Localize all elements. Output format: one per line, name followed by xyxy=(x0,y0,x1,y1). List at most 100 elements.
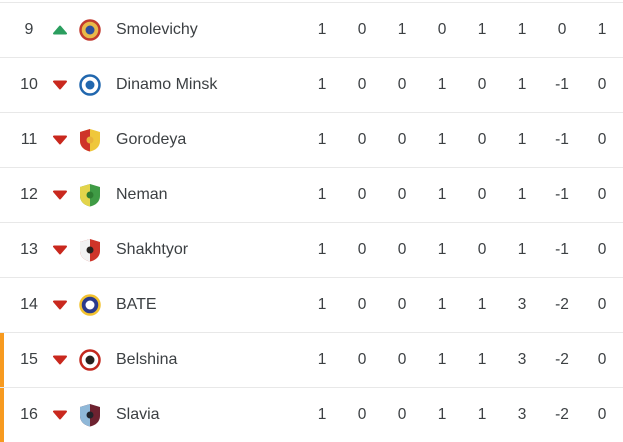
stat-value: 1 xyxy=(517,21,527,38)
stat-value: 1 xyxy=(317,186,327,203)
stat-value: 0 xyxy=(597,131,607,148)
stat-value: 1 xyxy=(517,131,527,148)
stat-value: -1 xyxy=(555,241,569,258)
team-name: BATE xyxy=(116,296,157,313)
stat-value: -1 xyxy=(555,76,569,93)
stat-value: 0 xyxy=(397,76,407,93)
stat-value: 1 xyxy=(517,186,527,203)
stat-value: 0 xyxy=(397,241,407,258)
stat-value: 0 xyxy=(437,21,447,38)
stat-value: 0 xyxy=(357,186,367,203)
rank: 12 xyxy=(20,186,38,203)
team-name: Smolevichy xyxy=(116,21,198,38)
stat-value: 1 xyxy=(437,406,447,423)
stat-value: 3 xyxy=(517,351,527,368)
stat-value: -1 xyxy=(555,186,569,203)
gorodeya-crest-icon xyxy=(72,128,108,152)
stat-value: 0 xyxy=(477,76,487,93)
stat-value: 0 xyxy=(357,241,367,258)
table-row[interactable]: 10 Dinamo Minsk 1 0 0 1 0 1 -1 0 xyxy=(0,57,623,112)
neman-crest-icon xyxy=(72,183,108,207)
table-row[interactable]: 14 BATE 1 0 0 1 1 3 -2 0 xyxy=(0,277,623,332)
stat-value: 0 xyxy=(477,131,487,148)
rank: 11 xyxy=(20,131,38,148)
stat-value: 0 xyxy=(557,21,567,38)
stat-value: 0 xyxy=(477,186,487,203)
stat-value: 1 xyxy=(597,21,607,38)
stat-value: 1 xyxy=(317,406,327,423)
rank-down-icon xyxy=(48,410,72,420)
stat-value: -2 xyxy=(555,406,569,423)
stat-value: 1 xyxy=(397,21,407,38)
stat-value: 0 xyxy=(397,296,407,313)
stat-value: 0 xyxy=(397,351,407,368)
stat-value: 1 xyxy=(317,76,327,93)
table-row[interactable]: 9 Smolevichy 1 0 1 0 1 1 0 1 xyxy=(0,2,623,57)
stat-value: 0 xyxy=(397,186,407,203)
stat-value: 0 xyxy=(597,406,607,423)
table-row[interactable]: 13 Shakhtyor 1 0 0 1 0 1 -1 0 xyxy=(0,222,623,277)
shakhtyor-crest-icon xyxy=(72,238,108,262)
stat-value: 1 xyxy=(437,296,447,313)
stat-value: 1 xyxy=(437,131,447,148)
table-row[interactable]: 11 Gorodeya 1 0 0 1 0 1 -1 0 xyxy=(0,112,623,167)
bate-crest-icon xyxy=(72,293,108,317)
rank: 16 xyxy=(20,406,38,423)
dinamo-minsk-crest-icon xyxy=(72,73,108,97)
stat-value: 0 xyxy=(597,351,607,368)
stat-value: 1 xyxy=(517,241,527,258)
rank: 14 xyxy=(20,296,38,313)
stat-value: 0 xyxy=(597,296,607,313)
stat-value: 0 xyxy=(357,406,367,423)
stat-value: 0 xyxy=(597,186,607,203)
rank-up-icon xyxy=(48,25,72,35)
stat-value: 0 xyxy=(357,296,367,313)
rank: 9 xyxy=(24,21,34,38)
belshina-crest-icon xyxy=(72,348,108,372)
stat-value: 0 xyxy=(357,351,367,368)
stat-value: 1 xyxy=(317,21,327,38)
rank: 10 xyxy=(20,76,38,93)
stat-value: 1 xyxy=(317,296,327,313)
rank-down-icon xyxy=(48,245,72,255)
table-row[interactable]: 12 Neman 1 0 0 1 0 1 -1 0 xyxy=(0,167,623,222)
team-name: Belshina xyxy=(116,351,178,368)
team-name: Slavia xyxy=(116,406,160,423)
stat-value: 0 xyxy=(357,131,367,148)
team-name: Dinamo Minsk xyxy=(116,76,218,93)
stat-value: 1 xyxy=(317,241,327,258)
stat-value: 1 xyxy=(437,186,447,203)
team-name: Gorodeya xyxy=(116,131,187,148)
stat-value: 0 xyxy=(397,131,407,148)
rank: 15 xyxy=(20,351,38,368)
rank-down-icon xyxy=(48,80,72,90)
stat-value: 0 xyxy=(597,241,607,258)
stat-value: 1 xyxy=(477,21,487,38)
stat-value: 1 xyxy=(437,241,447,258)
stat-value: -2 xyxy=(555,296,569,313)
stat-value: 0 xyxy=(477,241,487,258)
table-row[interactable]: 15 Belshina 1 0 0 1 1 3 -2 0 xyxy=(0,332,623,387)
rank-down-icon xyxy=(48,300,72,310)
stat-value: 0 xyxy=(357,76,367,93)
stat-value: 0 xyxy=(357,21,367,38)
stat-value: 1 xyxy=(437,351,447,368)
team-name: Neman xyxy=(116,186,168,203)
stat-value: 1 xyxy=(477,351,487,368)
stat-value: 1 xyxy=(477,296,487,313)
team-name: Shakhtyor xyxy=(116,241,189,258)
slavia-crest-icon xyxy=(72,403,108,427)
rank-down-icon xyxy=(48,135,72,145)
stat-value: 0 xyxy=(597,76,607,93)
rank-down-icon xyxy=(48,190,72,200)
stat-value: -1 xyxy=(555,131,569,148)
smolevichy-crest-icon xyxy=(72,18,108,42)
stat-value: 1 xyxy=(477,406,487,423)
table-row[interactable]: 16 Slavia 1 0 0 1 1 3 -2 0 xyxy=(0,387,623,442)
rank: 13 xyxy=(20,241,38,258)
stat-value: -2 xyxy=(555,351,569,368)
rank-down-icon xyxy=(48,355,72,365)
stat-value: 0 xyxy=(397,406,407,423)
stat-value: 1 xyxy=(317,131,327,148)
